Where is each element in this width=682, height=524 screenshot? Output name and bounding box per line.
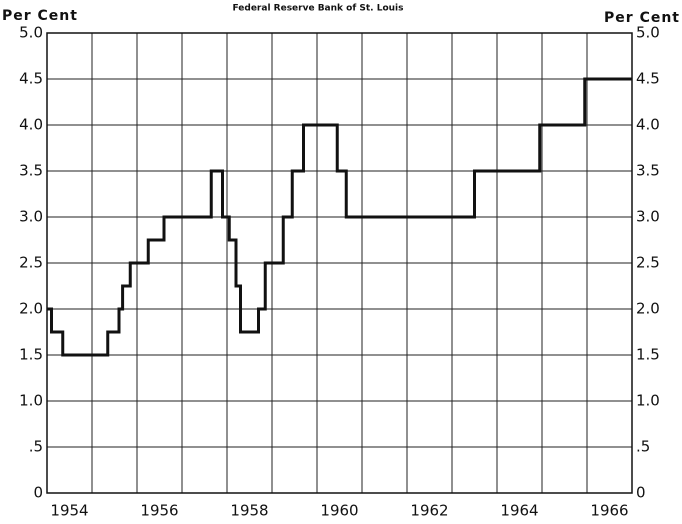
y2-tick-label: 1.5 <box>636 346 660 364</box>
y2-tick-label: 2.5 <box>636 254 660 272</box>
chart-title: Federal Reserve Bank of St. Louis <box>233 4 404 14</box>
x-tick-label: 1960 <box>320 502 358 520</box>
y-tick-label: 5.0 <box>19 24 43 42</box>
y2-tick-label: .5 <box>636 438 650 456</box>
y-tick-label: 1.0 <box>19 392 43 410</box>
y-tick-label: 4.0 <box>19 116 43 134</box>
y2-tick-label: 5.0 <box>636 24 660 42</box>
x-tick-label: 1966 <box>590 502 628 520</box>
x-tick-label: 1956 <box>140 502 178 520</box>
y-tick-label: 2.0 <box>19 300 43 318</box>
y2-tick-label: 3.0 <box>636 208 660 226</box>
y-axis-label: Per Cent <box>2 8 78 24</box>
y2-tick-label: 2.0 <box>636 300 660 318</box>
x-tick-label: 1962 <box>410 502 448 520</box>
y-tick-label: .5 <box>29 438 43 456</box>
y2-tick-label: 1.0 <box>636 392 660 410</box>
y2-tick-label: 0 <box>636 484 646 502</box>
y-tick-label: 3.5 <box>19 162 43 180</box>
y2-tick-label: 4.0 <box>636 116 660 134</box>
y-tick-label: 3.0 <box>19 208 43 226</box>
x-tick-label: 1964 <box>500 502 538 520</box>
plot-frame <box>46 32 633 494</box>
y-tick-label: 4.5 <box>19 70 43 88</box>
x-tick-label: 1954 <box>50 502 88 520</box>
x-tick-label: 1958 <box>230 502 268 520</box>
y2-tick-label: 4.5 <box>636 70 660 88</box>
y-tick-label: 2.5 <box>19 254 43 272</box>
y-tick-label: 1.5 <box>19 346 43 364</box>
y2-tick-label: 3.5 <box>636 162 660 180</box>
rate-line <box>47 77 632 357</box>
y2-axis-label: Per Cent <box>604 10 680 26</box>
y-tick-label: 0 <box>33 484 43 502</box>
